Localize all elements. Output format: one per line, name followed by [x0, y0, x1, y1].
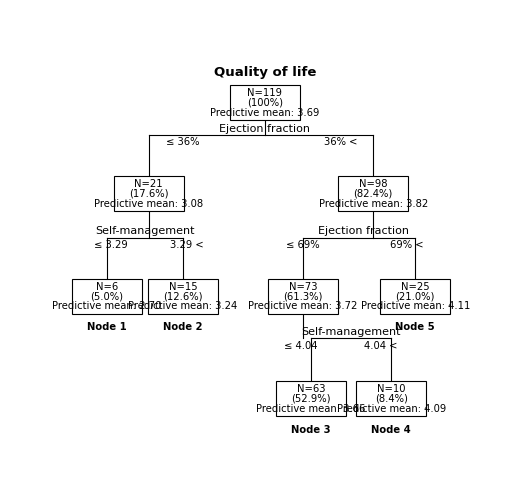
Text: Predictive mean: 3.82: Predictive mean: 3.82: [318, 199, 428, 209]
Text: Predictive mean: 3.24: Predictive mean: 3.24: [128, 301, 237, 311]
Text: N=63: N=63: [297, 384, 325, 394]
FancyBboxPatch shape: [356, 382, 426, 417]
Text: 36% <: 36% <: [324, 137, 358, 147]
Text: N=21: N=21: [134, 179, 163, 189]
Text: N=10: N=10: [377, 384, 405, 394]
Text: N=6: N=6: [96, 282, 118, 292]
Text: Ejection fraction: Ejection fraction: [219, 124, 311, 135]
Text: 3.29 <: 3.29 <: [170, 240, 204, 250]
Text: ≤ 4.04: ≤ 4.04: [284, 341, 318, 351]
Text: Node 5: Node 5: [396, 322, 435, 332]
Text: (61.3%): (61.3%): [283, 291, 323, 301]
FancyBboxPatch shape: [338, 176, 408, 211]
Text: (100%): (100%): [247, 98, 283, 108]
Text: Node 2: Node 2: [163, 322, 203, 332]
Text: N=73: N=73: [289, 282, 317, 292]
Text: N=98: N=98: [359, 179, 387, 189]
Text: Predictive mean: 4.11: Predictive mean: 4.11: [360, 301, 470, 311]
FancyBboxPatch shape: [276, 382, 346, 417]
Text: Self-management: Self-management: [95, 226, 194, 236]
FancyBboxPatch shape: [230, 85, 300, 120]
Text: (52.9%): (52.9%): [291, 394, 331, 404]
FancyBboxPatch shape: [72, 279, 142, 314]
Text: Ejection fraction: Ejection fraction: [317, 226, 408, 236]
Text: Predictive mean: 3.66: Predictive mean: 3.66: [256, 404, 366, 414]
Text: ≤ 3.29: ≤ 3.29: [94, 240, 128, 250]
Text: (12.6%): (12.6%): [163, 291, 203, 301]
Text: Self-management: Self-management: [301, 327, 401, 337]
FancyBboxPatch shape: [268, 279, 338, 314]
FancyBboxPatch shape: [114, 176, 184, 211]
FancyBboxPatch shape: [380, 279, 450, 314]
Text: (82.4%): (82.4%): [354, 189, 393, 199]
Text: (5.0%): (5.0%): [90, 291, 123, 301]
Text: Predictive mean: 4.09: Predictive mean: 4.09: [337, 404, 446, 414]
Text: N=119: N=119: [248, 88, 282, 98]
Text: 69% <: 69% <: [390, 240, 424, 250]
Text: Predictive mean: 3.08: Predictive mean: 3.08: [94, 199, 203, 209]
Text: ≤ 69%: ≤ 69%: [286, 240, 320, 250]
Text: Quality of life: Quality of life: [214, 66, 316, 78]
Text: (17.6%): (17.6%): [129, 189, 169, 199]
Text: (8.4%): (8.4%): [375, 394, 407, 404]
Text: 4.04 <: 4.04 <: [364, 341, 398, 351]
FancyBboxPatch shape: [148, 279, 218, 314]
Text: (21.0%): (21.0%): [396, 291, 435, 301]
Text: Node 3: Node 3: [291, 425, 331, 435]
Text: Predictive mean: 3.69: Predictive mean: 3.69: [210, 107, 320, 118]
Text: N=25: N=25: [401, 282, 430, 292]
Text: N=15: N=15: [169, 282, 197, 292]
Text: Node 1: Node 1: [87, 322, 127, 332]
Text: ≤ 36%: ≤ 36%: [166, 137, 200, 147]
Text: Node 4: Node 4: [371, 425, 411, 435]
Text: Predictive mean: 2.70: Predictive mean: 2.70: [52, 301, 161, 311]
Text: Predictive mean: 3.72: Predictive mean: 3.72: [248, 301, 358, 311]
